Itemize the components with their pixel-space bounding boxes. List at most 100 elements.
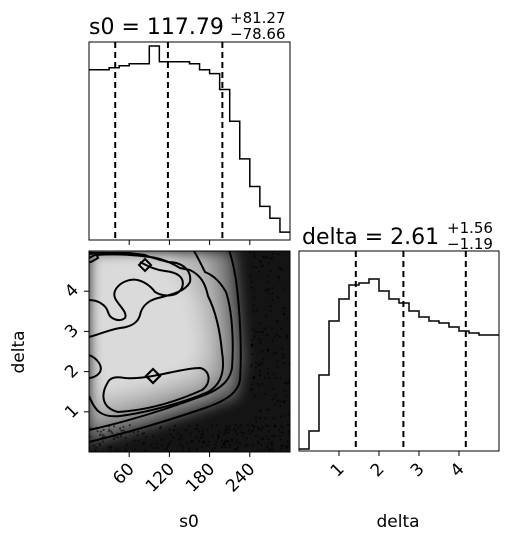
scatter-point xyxy=(277,268,280,271)
scatter-point xyxy=(176,433,179,436)
s0-x-tick-label: 60 xyxy=(109,459,138,488)
scatter-point xyxy=(273,435,276,438)
scatter-point xyxy=(282,431,285,434)
scatter-point xyxy=(250,423,253,427)
scatter-point xyxy=(119,435,122,438)
scatter-point xyxy=(268,449,271,452)
scatter-point xyxy=(250,365,253,368)
scatter-point xyxy=(258,322,262,325)
scatter-point xyxy=(228,425,231,428)
scatter-point xyxy=(281,308,284,311)
scatter-point xyxy=(233,448,236,451)
scatter-point xyxy=(211,449,214,452)
scatter-point xyxy=(279,415,282,418)
scatter-point xyxy=(281,426,284,429)
scatter-point xyxy=(202,435,205,438)
scatter-point xyxy=(279,400,282,403)
scatter-point xyxy=(292,435,294,437)
contour-corner-blob xyxy=(89,251,100,263)
scatter-point xyxy=(252,251,255,254)
scatter-point xyxy=(276,399,279,402)
scatter-point xyxy=(286,382,289,385)
scatter-point xyxy=(250,383,253,386)
scatter-point xyxy=(265,435,268,438)
scatter-point xyxy=(251,328,254,331)
scatter-point xyxy=(230,438,234,441)
delta-x-tick-label: 2 xyxy=(367,459,389,481)
scatter-point xyxy=(276,365,279,368)
scatter-point xyxy=(103,435,106,438)
scatter-point xyxy=(258,370,261,373)
scatter-point xyxy=(214,446,217,450)
scatter-point xyxy=(226,427,230,431)
scatter-point xyxy=(113,425,116,428)
scatter-point xyxy=(267,424,270,428)
scatter-point xyxy=(272,372,275,375)
scatter-point xyxy=(206,444,209,447)
scatter-point xyxy=(277,253,280,256)
scatter-point xyxy=(222,443,225,447)
delta-x-tick-label: 3 xyxy=(407,459,429,481)
scatter-point xyxy=(238,442,241,445)
scatter-point xyxy=(283,287,286,290)
scatter-point xyxy=(259,443,262,446)
scatter-point xyxy=(224,431,227,434)
scatter-point xyxy=(132,431,135,434)
scatter-point xyxy=(223,429,226,432)
scatter-point xyxy=(280,431,283,434)
scatter-point xyxy=(96,430,99,433)
scatter-point xyxy=(184,429,187,432)
scatter-point xyxy=(294,300,296,302)
scatter-point xyxy=(291,352,293,354)
scatter-point xyxy=(258,374,261,377)
scatter-point xyxy=(168,428,171,431)
scatter-point xyxy=(259,330,262,334)
scatter-point xyxy=(133,439,136,442)
scatter-point xyxy=(274,352,278,355)
scatter-point xyxy=(236,446,239,449)
scatter-point xyxy=(93,444,96,447)
scatter-point xyxy=(259,341,262,344)
scatter-point xyxy=(285,334,288,337)
scatter-point xyxy=(107,430,110,433)
scatter-point xyxy=(290,276,292,278)
scatter-point xyxy=(271,444,274,447)
scatter-point xyxy=(116,436,120,439)
scatter-point xyxy=(271,448,274,451)
scatter-point xyxy=(278,434,281,437)
scatter-point xyxy=(267,438,270,441)
scatter-point xyxy=(234,429,237,432)
scatter-point xyxy=(261,264,265,267)
scatter-point xyxy=(196,427,199,430)
scatter-point xyxy=(269,256,272,259)
scatter-point xyxy=(267,280,270,283)
scatter-point xyxy=(282,313,285,316)
scatter-point xyxy=(276,296,279,299)
delta-histogram-steps xyxy=(299,278,499,450)
scatter-point xyxy=(266,349,270,352)
scatter-point xyxy=(160,444,163,447)
scatter-point xyxy=(254,330,257,333)
scatter-point xyxy=(197,430,200,433)
scatter-point xyxy=(273,336,276,339)
scatter-point xyxy=(256,426,259,429)
scatter-point xyxy=(287,433,290,436)
scatter-point xyxy=(247,429,250,432)
scatter-point xyxy=(294,294,296,296)
scatter-point xyxy=(98,433,102,436)
scatter-point xyxy=(257,427,260,430)
scatter-point xyxy=(251,444,254,447)
scatter-point xyxy=(101,433,104,436)
scatter-point xyxy=(278,429,281,432)
scatter-point xyxy=(283,362,286,365)
scatter-point xyxy=(293,304,295,306)
scatter-point xyxy=(293,449,295,451)
scatter-point xyxy=(253,394,256,397)
scatter-point xyxy=(194,428,197,431)
contour-4 xyxy=(102,366,210,414)
scatter-point xyxy=(266,289,269,292)
scatter-point xyxy=(259,410,262,413)
scatter-point xyxy=(276,320,279,323)
scatter-point xyxy=(278,335,281,338)
